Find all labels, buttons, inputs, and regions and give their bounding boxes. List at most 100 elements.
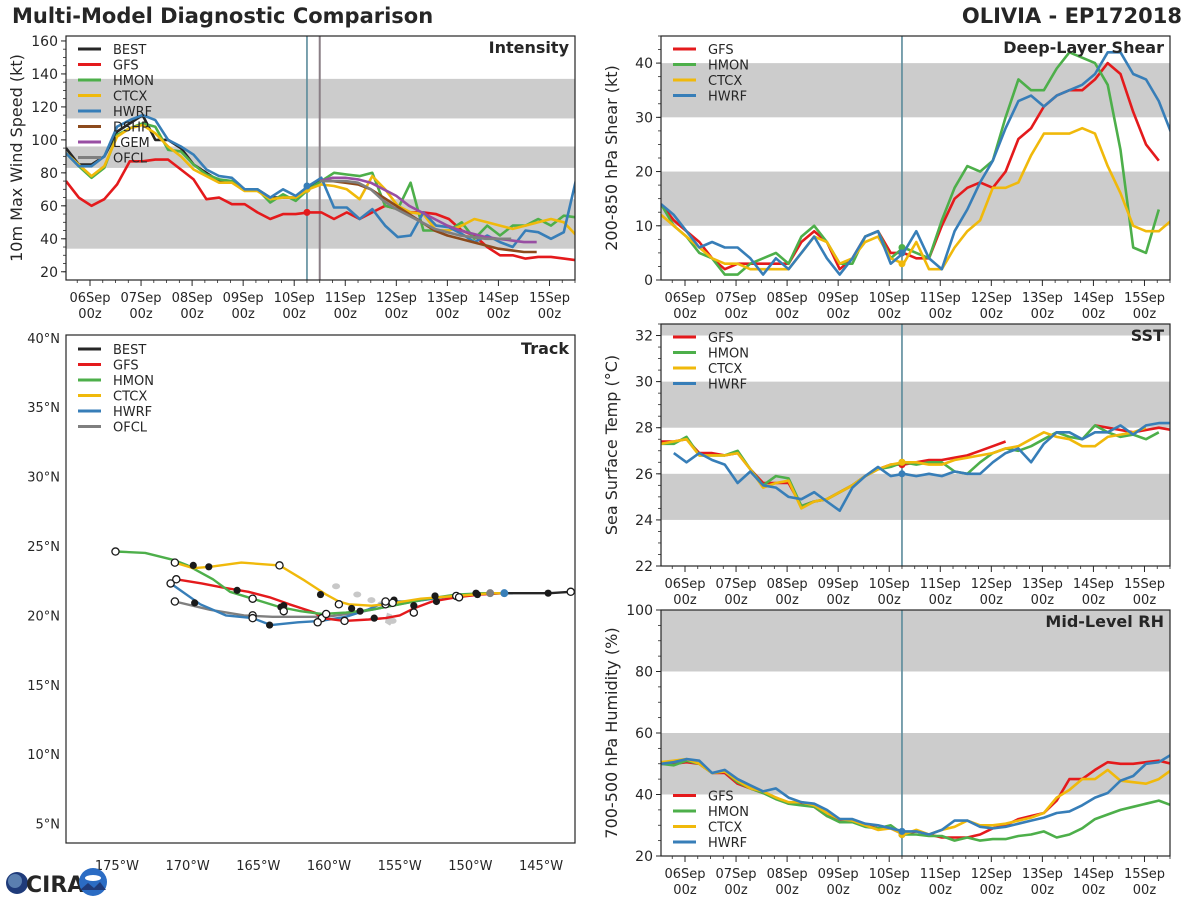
- x-tick-label-date: 12Sep: [971, 291, 1012, 306]
- legend-label: CTCX: [113, 90, 147, 105]
- track-marker-filled: [191, 599, 199, 607]
- init-marker-ctcx: [898, 458, 906, 466]
- x-tick-label-hour: 00z: [1082, 883, 1106, 898]
- track-line-best: [504, 590, 571, 595]
- page-title: Multi-Model Diagnostic Comparison: [12, 4, 434, 28]
- track-marker-open: [248, 594, 257, 603]
- x-tick-label-hour: 00z: [826, 593, 850, 608]
- y-tick-label: 0: [644, 273, 653, 289]
- lon-label: 160°W: [307, 859, 351, 874]
- x-tick-label-date: 13Sep: [1022, 867, 1063, 882]
- legend-item-ctcx: CTCX: [78, 390, 147, 405]
- map-area: [66, 335, 575, 843]
- x-tick-label-date: 08Sep: [767, 867, 808, 882]
- y-tick-label: 28: [635, 421, 653, 437]
- x-tick-label-hour: 00z: [724, 593, 748, 608]
- legend-label: GFS: [113, 59, 139, 74]
- x-tick-label-date: 10Sep: [869, 867, 910, 882]
- storm-title: OLIVIA - EP172018: [961, 4, 1182, 28]
- y-tick-label: 160: [31, 34, 58, 50]
- x-tick-label-hour: 00z: [436, 307, 460, 322]
- plot-frame: [65, 35, 576, 281]
- x-tick-label-hour: 00z: [878, 883, 902, 898]
- legend-item-hmon: HMON: [673, 805, 749, 820]
- track-marker-filled: [348, 604, 356, 613]
- lat-label: 20°N: [27, 609, 60, 624]
- track-marker-open: [454, 593, 464, 602]
- y-tick-label: 60: [40, 199, 58, 215]
- x-tick-label-date: 06Sep: [69, 291, 110, 306]
- legend-item-gfs: GFS: [673, 331, 734, 346]
- legend-label: CTCX: [708, 362, 742, 377]
- track-marker-open: [170, 558, 180, 567]
- x-tick-label-date: 14Sep: [1073, 577, 1114, 592]
- series-group: [661, 324, 1170, 566]
- legend-item-ctcx: CTCX: [673, 362, 742, 377]
- x-tick-label-hour: 00z: [1082, 593, 1106, 608]
- x-tick-label-hour: 00z: [980, 883, 1004, 898]
- track-marker-open: [275, 561, 284, 570]
- x-tick-label-date: 15Sep: [1124, 577, 1165, 592]
- x-tick-label-hour: 00z: [283, 307, 307, 322]
- legend-item-gfs: GFS: [673, 790, 734, 805]
- y-tick-label: 24: [635, 513, 653, 529]
- y-axis-label: 10m Max Wind Speed (kt): [7, 54, 26, 262]
- legend-label: HWRF: [708, 378, 747, 393]
- track-marker-filled: [370, 614, 378, 622]
- track-marker-filled: [316, 590, 325, 599]
- lon-label: 150°W: [448, 859, 492, 874]
- x-tick-label-date: 11Sep: [920, 867, 961, 882]
- x-tick-label-hour: 00z: [775, 307, 799, 322]
- x-tick-label-date: 07Sep: [121, 291, 162, 306]
- legend-label: CTCX: [708, 74, 742, 89]
- y-tick-label: 120: [31, 100, 58, 116]
- island-shape: [353, 591, 362, 598]
- map-frame: [65, 334, 576, 844]
- x-tick-label-date: 11Sep: [920, 577, 961, 592]
- legend-label: OFCL: [113, 152, 148, 167]
- legend-item-hmon: HMON: [78, 74, 154, 89]
- x-tick-label-date: 10Sep: [274, 291, 315, 306]
- island-shape: [367, 597, 376, 604]
- track-marker-filled: [431, 592, 439, 600]
- x-tick-label-hour: 00z: [1031, 307, 1055, 322]
- y-tick-label: 60: [635, 726, 653, 742]
- y-axis-label: 700-500 hPa Humidity (%): [602, 627, 621, 838]
- track-marker-open: [388, 598, 397, 608]
- x-tick-label-hour: 00z: [1133, 883, 1157, 898]
- x-tick-label-date: 09Sep: [818, 291, 859, 306]
- x-tick-label-date: 11Sep: [920, 291, 961, 306]
- track-marker-open: [166, 579, 175, 588]
- x-tick-label-date: 06Sep: [664, 291, 705, 306]
- init-marker-hmon: [898, 243, 906, 251]
- x-tick-label-date: 09Sep: [818, 577, 859, 592]
- y-tick-label: 100: [626, 603, 653, 619]
- legend-label: LGEM: [113, 136, 150, 151]
- track-marker-filled: [544, 589, 552, 597]
- legend-item-best: BEST: [78, 343, 146, 358]
- x-tick-label-date: 08Sep: [172, 291, 213, 306]
- legend-label: HWRF: [708, 90, 747, 105]
- y-tick-label: 26: [635, 467, 653, 483]
- x-tick-label-hour: 00z: [129, 307, 153, 322]
- track-marker-filled: [205, 563, 213, 571]
- track-marker-open: [170, 597, 180, 606]
- legend-label: DSHP: [113, 121, 149, 136]
- x-tick-label-hour: 00z: [826, 307, 850, 322]
- threshold-band: [661, 610, 1170, 672]
- y-tick-label: 30: [635, 110, 653, 126]
- legend-label: BEST: [113, 343, 146, 358]
- legend-item-lgem: LGEM: [78, 136, 150, 151]
- legend-item-gfs: GFS: [78, 59, 139, 74]
- legend-item-hwrf: HWRF: [78, 405, 152, 420]
- series-group: [66, 36, 575, 280]
- track-marker-open: [172, 575, 181, 584]
- series-line-hwrf: [661, 753, 1170, 836]
- legend-item-best: BEST: [78, 43, 146, 58]
- panel-title: Mid-Level RH: [1045, 612, 1164, 631]
- panel-title: SST: [1131, 326, 1164, 345]
- lat-label: 10°N: [27, 748, 60, 763]
- legend-label: HWRF: [113, 105, 152, 120]
- threshold-band: [661, 171, 1170, 226]
